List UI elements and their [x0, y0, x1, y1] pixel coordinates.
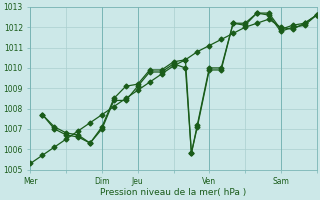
X-axis label: Pression niveau de la mer( hPa ): Pression niveau de la mer( hPa ) — [100, 188, 247, 197]
